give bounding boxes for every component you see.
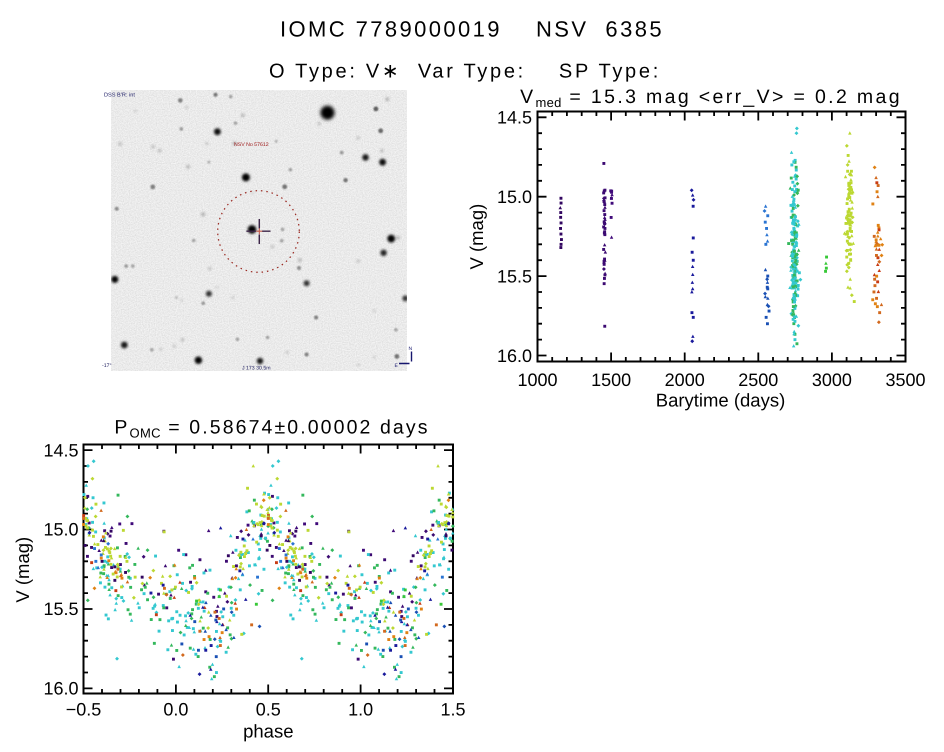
svg-text:IOMC 7789000019 NSV 6385: IOMC 7789000019 NSV 6385 (280, 17, 664, 42)
svg-text:1000: 1000 (517, 370, 557, 390)
svg-text:1.0: 1.0 (348, 700, 373, 720)
svg-text:DSS B'R: int: DSS B'R: int (104, 92, 135, 99)
svg-text:2500: 2500 (738, 370, 778, 390)
svg-text:2000: 2000 (665, 370, 705, 390)
svg-text:3500: 3500 (885, 370, 925, 390)
svg-text:14.5: 14.5 (497, 108, 532, 128)
svg-text:-17°: -17° (102, 363, 112, 369)
svg-text:Vmed = 15.3 mag <err_V> = 0.2: Vmed = 15.3 mag <err_V> = 0.2 mag (520, 86, 902, 110)
svg-text:15.5: 15.5 (43, 599, 78, 619)
svg-text:NSV No 57612: NSV No 57612 (234, 142, 269, 148)
svg-text:O Type: V∗ Var Type: SP Ty: O Type: V∗ Var Type: SP Type: (269, 61, 661, 83)
svg-text:V (mag): V (mag) (466, 204, 487, 270)
svg-text:Barytime (days): Barytime (days) (656, 390, 786, 411)
svg-text:15.0: 15.0 (43, 520, 78, 540)
svg-text:1500: 1500 (591, 370, 631, 390)
svg-text:J 173 30.5m: J 173 30.5m (242, 366, 271, 372)
svg-text:1.5: 1.5 (440, 700, 465, 720)
svg-text:15.0: 15.0 (497, 187, 532, 207)
svg-text:E: E (395, 363, 399, 369)
svg-text:0.0: 0.0 (163, 700, 188, 720)
svg-text:N: N (409, 346, 413, 352)
svg-text:−0.5: −0.5 (66, 700, 102, 720)
svg-text:V (mag): V (mag) (12, 537, 33, 603)
svg-text:3000: 3000 (812, 370, 852, 390)
svg-text:15.5: 15.5 (497, 266, 532, 286)
svg-text:16.0: 16.0 (43, 679, 78, 699)
svg-text:POMC = 0.58674±0.00002 days: POMC = 0.58674±0.00002 days (114, 417, 429, 441)
svg-text:14.5: 14.5 (43, 440, 78, 460)
svg-text:16.0: 16.0 (497, 346, 532, 366)
svg-text:0.5: 0.5 (256, 700, 281, 720)
svg-text:phase: phase (243, 721, 293, 742)
